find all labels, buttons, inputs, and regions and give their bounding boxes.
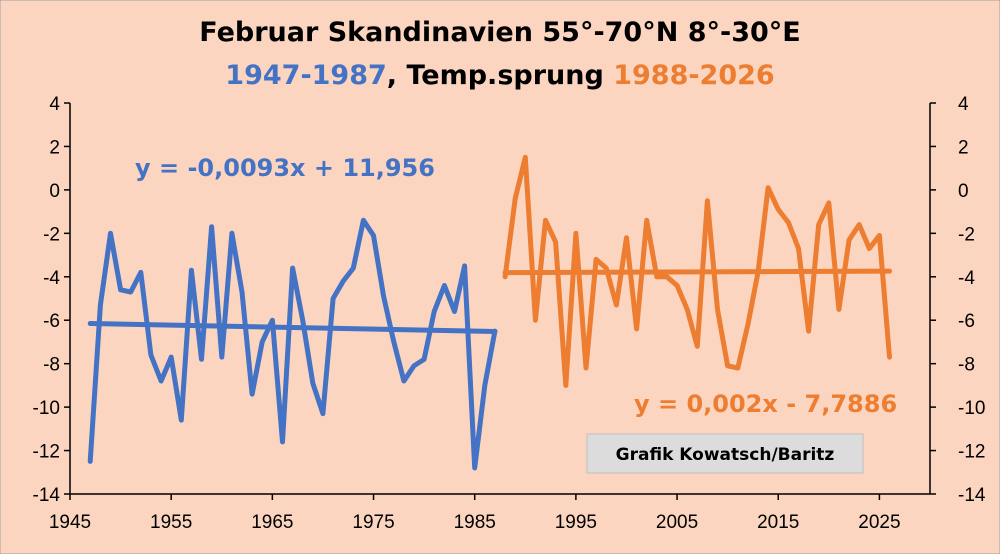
series-line-2 [502, 154, 892, 388]
credit-box: Grafik Kowatsch/Baritz [586, 433, 864, 474]
trendline-1 [87, 320, 498, 335]
trend-equation-1: y = -0,0093x + 11,956 [135, 154, 435, 182]
x-tick-label: 1975 [352, 512, 394, 533]
y-tick-label-right: -6 [958, 311, 975, 332]
chart-subtitle: 1947-1987, Temp.sprung 1988-2026 [225, 60, 774, 91]
y-tick-label-left: -2 [43, 224, 60, 245]
y-tick-label-right: 0 [958, 181, 969, 202]
x-tick-label: 1985 [454, 512, 496, 533]
credit-box-bg [586, 433, 864, 474]
y-tick-label-left: -6 [43, 311, 60, 332]
credit-text: Grafik Kowatsch/Baritz [616, 445, 835, 465]
y-tick-label-right: 4 [958, 94, 969, 115]
axes: 4 4 2 2 0 0 -2 -2 -4 -4 -6 -6 -8 -8 -10 -10 -12 -12 -14 -14… [33, 94, 986, 533]
series-line-1 [87, 217, 498, 471]
y-tick-label-right: -4 [958, 268, 975, 289]
y-tick-label-right: -8 [958, 355, 975, 376]
y-tick-label-left: 2 [49, 137, 60, 158]
y-tick-label-right: -10 [958, 398, 985, 419]
y-tick-label-left: -10 [33, 398, 60, 419]
x-tick-label: 1995 [555, 512, 597, 533]
subtitle-period-2: 1988-2026 [613, 60, 775, 91]
chart-title: Februar Skandinavien 55°-70°N 8°-30°E [199, 17, 800, 48]
x-tick-label: 2025 [858, 512, 900, 533]
trend-equation-2: y = 0,002x - 7,7886 [634, 390, 897, 418]
y-tick-label-left: 4 [49, 94, 60, 115]
y-tick-label-left: -4 [43, 268, 60, 289]
x-tick-label: 1945 [49, 512, 91, 533]
y-tick-label-right: -2 [958, 224, 975, 245]
subtitle-jump-text: , Temp.sprung [387, 60, 613, 91]
y-tick-label-left: -14 [33, 485, 61, 506]
y-tick-label-left: -12 [33, 442, 60, 463]
y-tick-label-right: 2 [958, 137, 969, 158]
y-tick-label-right: -12 [958, 442, 985, 463]
y-tick-label-left: -8 [43, 355, 60, 376]
y-tick-label-right: -14 [958, 485, 986, 506]
series-layer [87, 154, 893, 471]
y-tick-label-left: 0 [49, 181, 60, 202]
x-tick-label: 2015 [757, 512, 799, 533]
x-tick-label: 1955 [150, 512, 192, 533]
x-tick-label: 2005 [656, 512, 698, 533]
x-tick-label: 1965 [251, 512, 293, 533]
subtitle-period-1: 1947-1987 [225, 60, 387, 91]
trendline-2 [502, 268, 893, 276]
